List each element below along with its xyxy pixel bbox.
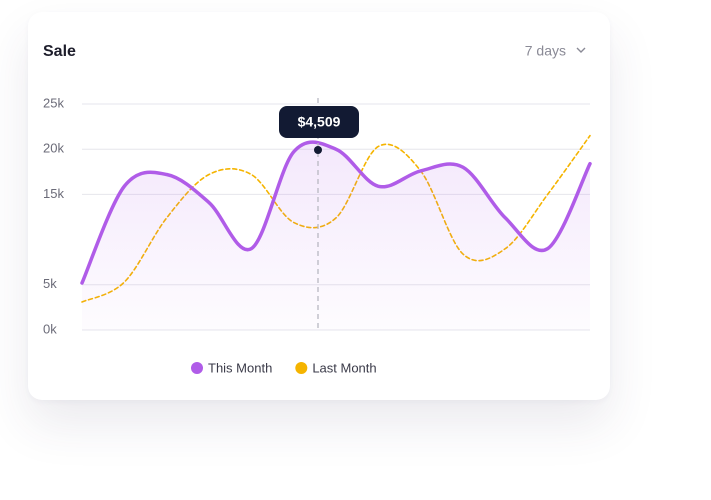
chevron[interactable] — [576, 47, 586, 53]
plot — [80, 134, 592, 330]
period-select[interactable]: 7 days — [525, 43, 566, 59]
y-tick-label: 20k — [43, 141, 64, 156]
hover-dot — [314, 146, 322, 154]
legend-label: Last Month — [312, 360, 376, 375]
series-line — [80, 140, 592, 285]
y-tick-label: 15k — [43, 186, 64, 201]
y-tick-label: 25k — [43, 95, 64, 110]
legend-swatch — [295, 362, 308, 374]
legend-swatch — [191, 362, 203, 374]
legend: This Month Last Month — [191, 360, 377, 375]
legend-label: This Month — [208, 360, 272, 375]
y-tick-label: 0k — [43, 321, 57, 336]
chart-title: Sale — [43, 43, 76, 60]
y-tick-label: 5k — [43, 276, 57, 291]
tooltip — [279, 106, 359, 138]
area — [82, 142, 590, 330]
tooltip-text: $4,509 — [298, 114, 341, 130]
